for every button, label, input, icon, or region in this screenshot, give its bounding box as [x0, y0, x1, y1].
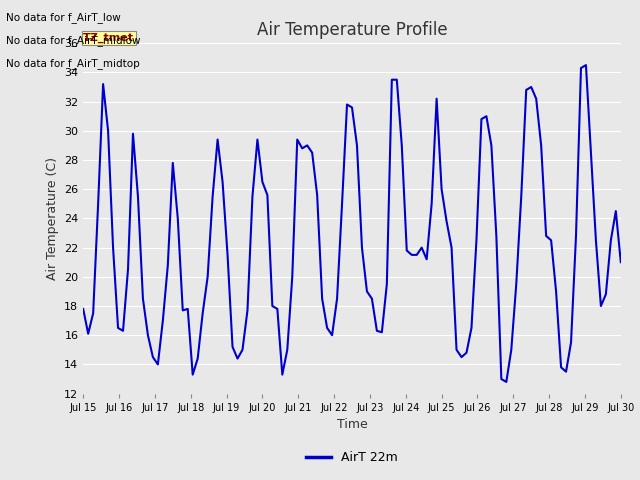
X-axis label: Time: Time — [337, 418, 367, 431]
Title: Air Temperature Profile: Air Temperature Profile — [257, 21, 447, 39]
Y-axis label: Air Temperature (C): Air Temperature (C) — [45, 157, 58, 280]
Text: TZ_tmet: TZ_tmet — [83, 33, 134, 43]
Legend: AirT 22m: AirT 22m — [301, 446, 403, 469]
Text: No data for f_AirT_low: No data for f_AirT_low — [6, 12, 121, 23]
Text: No data for f_AirT_midlow: No data for f_AirT_midlow — [6, 35, 141, 46]
Text: No data for f_AirT_midtop: No data for f_AirT_midtop — [6, 58, 140, 69]
